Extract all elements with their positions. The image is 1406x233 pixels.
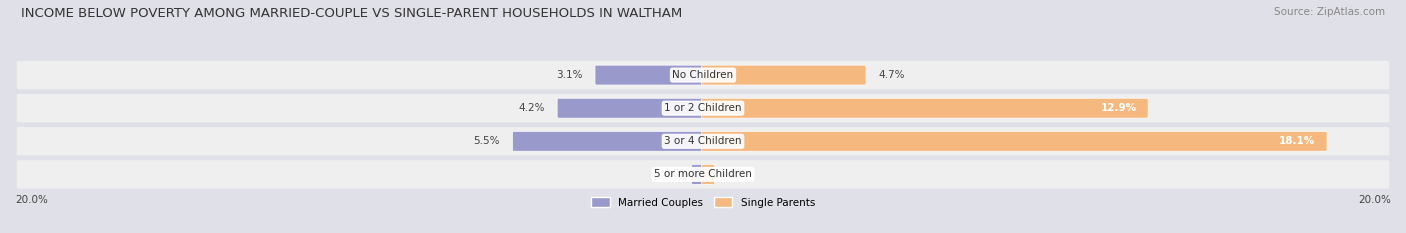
FancyBboxPatch shape: [702, 164, 714, 184]
FancyBboxPatch shape: [17, 127, 1389, 156]
Text: 12.9%: 12.9%: [1101, 103, 1136, 113]
Text: 1 or 2 Children: 1 or 2 Children: [664, 103, 742, 113]
Text: 18.1%: 18.1%: [1279, 136, 1316, 146]
Legend: Married Couples, Single Parents: Married Couples, Single Parents: [586, 193, 820, 212]
Text: INCOME BELOW POVERTY AMONG MARRIED-COUPLE VS SINGLE-PARENT HOUSEHOLDS IN WALTHAM: INCOME BELOW POVERTY AMONG MARRIED-COUPL…: [21, 7, 682, 20]
FancyBboxPatch shape: [17, 94, 1389, 122]
FancyBboxPatch shape: [692, 164, 704, 184]
FancyBboxPatch shape: [702, 98, 1149, 118]
Text: 3 or 4 Children: 3 or 4 Children: [664, 136, 742, 146]
Text: 4.2%: 4.2%: [519, 103, 544, 113]
Text: 3.1%: 3.1%: [557, 70, 582, 80]
Text: Source: ZipAtlas.com: Source: ZipAtlas.com: [1274, 7, 1385, 17]
Text: 5 or more Children: 5 or more Children: [654, 169, 752, 179]
FancyBboxPatch shape: [702, 131, 1327, 151]
Text: 4.7%: 4.7%: [879, 70, 905, 80]
Text: 0.0%: 0.0%: [720, 169, 747, 179]
FancyBboxPatch shape: [512, 131, 704, 151]
FancyBboxPatch shape: [557, 98, 704, 118]
Text: No Children: No Children: [672, 70, 734, 80]
Text: 20.0%: 20.0%: [15, 195, 48, 205]
Text: 20.0%: 20.0%: [1358, 195, 1391, 205]
Text: 0.0%: 0.0%: [664, 169, 689, 179]
FancyBboxPatch shape: [17, 160, 1389, 189]
FancyBboxPatch shape: [17, 61, 1389, 89]
FancyBboxPatch shape: [702, 65, 866, 85]
Text: 5.5%: 5.5%: [474, 136, 501, 146]
FancyBboxPatch shape: [595, 65, 704, 85]
